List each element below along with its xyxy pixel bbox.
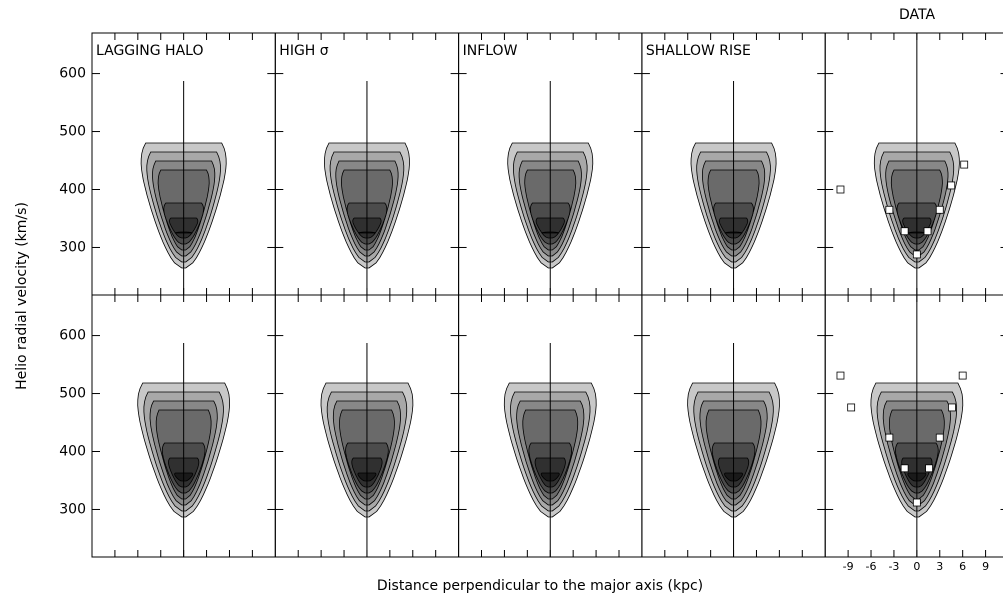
panel: [687, 343, 780, 557]
data-point: [947, 181, 956, 190]
panel: [690, 81, 777, 295]
data-point: [885, 205, 894, 214]
x-tick-label: -6: [866, 560, 877, 573]
y-tick-label: 300: [59, 501, 86, 517]
y-tick-label: 600: [59, 328, 86, 344]
panel: [503, 343, 597, 557]
y-tick-label: 400: [59, 444, 86, 460]
panel: [507, 81, 594, 295]
panel: [836, 295, 967, 557]
data-point: [900, 464, 909, 473]
panel: [323, 81, 410, 295]
column-title: SHALLOW RISE: [646, 43, 751, 59]
x-tick-label: -3: [888, 560, 899, 573]
data-point: [836, 185, 845, 194]
x-tick-label: 3: [936, 560, 943, 573]
y-tick-label: 500: [59, 124, 86, 140]
y-axis-label: Helio radial velocity (km/s): [14, 202, 30, 390]
panel: [137, 343, 231, 557]
data-point: [912, 498, 921, 507]
data-point: [923, 227, 932, 236]
y-tick-label: 300: [59, 239, 86, 255]
x-tick-label: -9: [843, 560, 854, 573]
data-point: [885, 433, 894, 442]
column-title: LAGGING HALO: [96, 43, 203, 59]
panel: [320, 343, 414, 557]
x-tick-label: 6: [959, 560, 966, 573]
data-point: [960, 160, 969, 169]
data-point: [935, 433, 944, 442]
data-point: [925, 464, 933, 473]
panel: [140, 81, 227, 295]
data-point: [912, 250, 921, 259]
column-title: HIGH σ: [279, 43, 328, 59]
x-tick-label: 0: [913, 560, 920, 573]
y-tick-label: 500: [59, 386, 86, 402]
data-point: [847, 403, 856, 412]
data-point: [948, 403, 956, 412]
column-title: INFLOW: [463, 43, 518, 59]
column-title: DATA: [899, 7, 935, 23]
x-axis-label: Distance perpendicular to the major axis…: [377, 578, 703, 594]
data-point: [958, 371, 967, 380]
data-point: [935, 205, 944, 214]
data-point: [836, 371, 845, 380]
data-point: [900, 227, 909, 236]
panel: [836, 33, 969, 295]
x-tick-label: 9: [982, 560, 989, 573]
y-tick-label: 600: [59, 66, 86, 82]
y-tick-label: 400: [59, 182, 86, 198]
